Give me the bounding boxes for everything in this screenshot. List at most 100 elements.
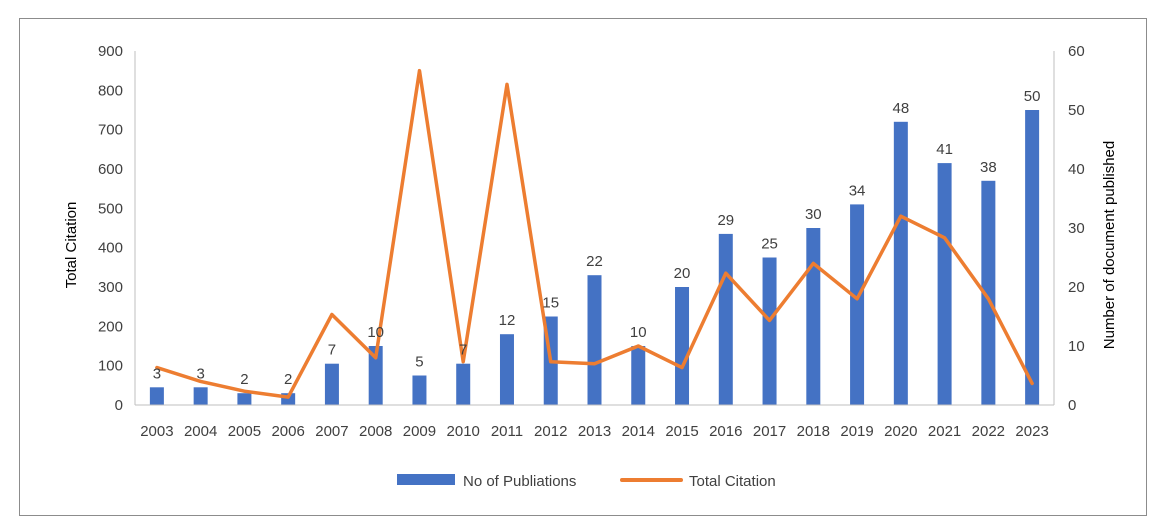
line-point [330, 313, 334, 317]
x-tick-label: 2018 [797, 423, 830, 440]
x-tick-label: 2016 [709, 423, 742, 440]
line-point [461, 360, 465, 364]
left-tick-label: 500 [98, 200, 123, 217]
bar [324, 363, 339, 405]
x-tick-label: 2009 [403, 423, 436, 440]
bar [937, 163, 952, 405]
line-point [768, 318, 772, 322]
left-tick-label: 0 [115, 397, 123, 414]
x-tick-label: 2007 [315, 423, 348, 440]
x-tick-label: 2017 [753, 423, 786, 440]
bar-data-label: 2 [240, 371, 248, 388]
x-axis: 2003 2004 2005 2006 2007 2008 2009 2010 2011 2012… [135, 404, 1054, 440]
x-tick-label: 2014 [622, 423, 655, 440]
line-point [549, 360, 553, 364]
x-tick-label: 2019 [840, 423, 873, 440]
left-axis-title: Total Citation [63, 202, 80, 289]
bar [412, 375, 427, 405]
bar-data-label: 20 [674, 265, 691, 282]
line-point [724, 271, 728, 275]
bar [193, 387, 208, 405]
left-tick-label: 100 [98, 358, 123, 375]
x-tick-label: 2012 [534, 423, 567, 440]
line-point [199, 379, 203, 383]
right-axis: 0 10 20 30 40 50 60 [1053, 43, 1085, 414]
bar-data-label: 7 [328, 342, 336, 359]
right-tick-label: 40 [1068, 161, 1085, 178]
bar [806, 228, 821, 405]
legend-bar-swatch [397, 474, 455, 485]
bar [499, 334, 514, 405]
bar-data-label: 3 [196, 365, 204, 382]
left-tick-label: 200 [98, 318, 123, 335]
bar-data-label: 38 [980, 159, 997, 176]
x-tick-label: 2008 [359, 423, 392, 440]
line-point [943, 236, 947, 240]
bar [893, 121, 908, 406]
x-tick-label: 2013 [578, 423, 611, 440]
bar [631, 346, 646, 405]
line-point [680, 366, 684, 370]
x-tick-label: 2021 [928, 423, 961, 440]
bar-data-label: 5 [415, 354, 423, 371]
right-tick-label: 0 [1068, 397, 1076, 414]
left-tick-label: 900 [98, 43, 123, 60]
chart-frame: 0 100 200 300 400 500 600 700 800 900 0 10 20 30 40 50… [19, 18, 1147, 516]
bar-data-label: 29 [717, 212, 734, 229]
x-tick-label: 2005 [228, 423, 261, 440]
right-tick-label: 50 [1068, 102, 1085, 119]
bar-data-label: 48 [892, 100, 909, 117]
bar-data-label: 34 [849, 182, 866, 199]
bar-data-label: 10 [630, 324, 647, 341]
line-point [636, 344, 640, 348]
left-tick-label: 700 [98, 122, 123, 139]
x-tick-label: 2006 [271, 423, 304, 440]
x-tick-label: 2015 [665, 423, 698, 440]
line-point [155, 366, 159, 370]
right-tick-label: 10 [1068, 338, 1085, 355]
bar [281, 393, 296, 405]
bar-data-label: 7 [459, 342, 467, 359]
legend: No of Publiations Total Citation [397, 473, 776, 490]
x-tick-label: 2022 [972, 423, 1005, 440]
line-point [1030, 381, 1034, 385]
bar [587, 275, 602, 405]
bar-data-label: 25 [761, 236, 778, 253]
bar [675, 287, 690, 405]
left-tick-label: 800 [98, 82, 123, 99]
bar-data-label: 12 [499, 312, 516, 329]
bar-data-label: 22 [586, 253, 603, 270]
x-tick-label: 2004 [184, 423, 217, 440]
legend-bar-label: No of Publiations [463, 473, 576, 490]
bar-data-label: 2 [284, 371, 292, 388]
bar [149, 387, 164, 405]
x-tick-label: 2003 [140, 423, 173, 440]
line-point [374, 356, 378, 360]
left-tick-label: 300 [98, 279, 123, 296]
bar [1025, 110, 1040, 405]
line-point [899, 214, 903, 218]
bar-data-label: 10 [367, 324, 384, 341]
bar [456, 363, 471, 405]
bar [981, 180, 996, 405]
line-point [286, 395, 290, 399]
bar [718, 233, 733, 405]
line-point [417, 69, 421, 73]
bar [237, 393, 252, 405]
line-series [155, 68, 1034, 399]
right-tick-label: 60 [1068, 43, 1085, 60]
right-tick-label: 20 [1068, 279, 1085, 296]
bar-data-label: 30 [805, 206, 822, 223]
legend-line-label: Total Citation [689, 473, 776, 490]
left-axis: 0 100 200 300 400 500 600 700 800 900 [98, 43, 136, 414]
line-point [855, 297, 859, 301]
bar-data-label: 50 [1024, 88, 1041, 105]
line-point [811, 261, 815, 265]
line-point [242, 389, 246, 393]
right-tick-label: 30 [1068, 220, 1085, 237]
line-point [593, 362, 596, 366]
x-tick-label: 2023 [1015, 423, 1048, 440]
bar [762, 257, 777, 405]
